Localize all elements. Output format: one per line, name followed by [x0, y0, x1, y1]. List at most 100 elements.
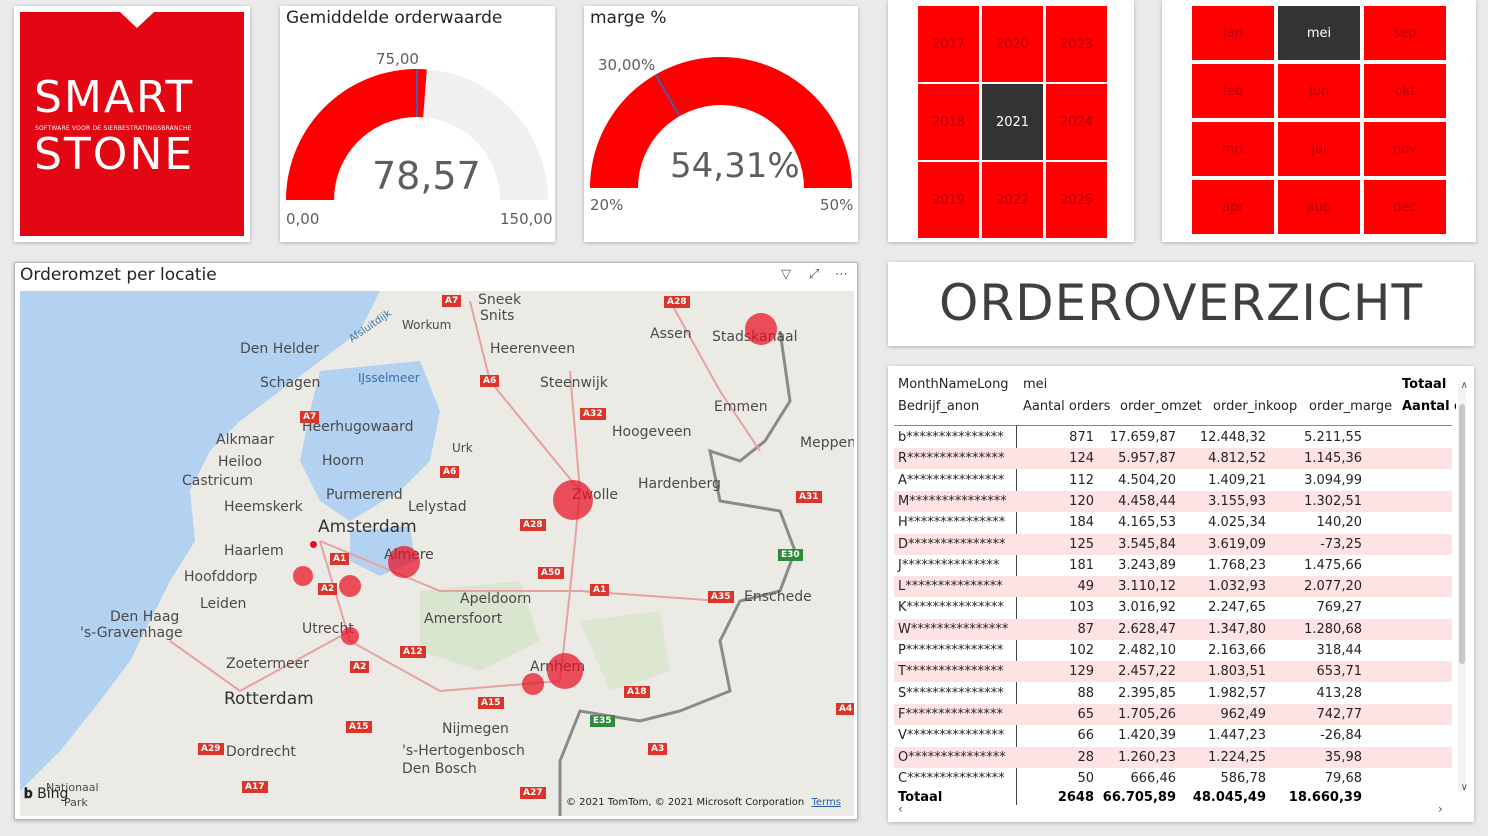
- col-header[interactable]: Aantal o: [1402, 399, 1456, 414]
- value-cell: 17.659,87: [1109, 430, 1176, 445]
- year-option-2023[interactable]: 2023: [1046, 6, 1107, 82]
- map-place-label: Apeldoorn: [460, 591, 532, 607]
- map-place-label: Urk: [452, 441, 473, 455]
- col-header[interactable]: order_inkoop: [1213, 399, 1298, 414]
- scroll-down-icon[interactable]: ∨: [1460, 782, 1468, 793]
- map-canvas[interactable]: Sneek Snits Workum Den Helder Heerenveen…: [20, 291, 854, 816]
- scroll-right-icon[interactable]: ›: [1438, 802, 1443, 816]
- year-option-2017[interactable]: 2017: [918, 6, 979, 82]
- col-header[interactable]: Bedrijf_anon: [898, 399, 980, 414]
- map-place-label: Utrecht: [302, 621, 354, 637]
- filter-icon[interactable]: ▽: [781, 267, 791, 282]
- map-bubble-utrecht[interactable]: [341, 627, 359, 645]
- table-row[interactable]: M*************** 120 4.458,44 3.155,93 1.302…: [894, 490, 1452, 512]
- table-row[interactable]: V*************** 66 1.420,39 1.447,23 -26,84: [894, 725, 1452, 746]
- month-option-nov[interactable]: nov: [1364, 122, 1446, 176]
- scroll-up-icon[interactable]: ∧: [1460, 380, 1468, 391]
- company-cell: H***************: [898, 515, 1006, 531]
- map-place-label: Amersfoort: [424, 611, 503, 627]
- map-bubble-ede[interactable]: [522, 673, 544, 695]
- col-header[interactable]: order_marge: [1309, 399, 1393, 414]
- month-option-mrt[interactable]: mrt: [1192, 122, 1274, 176]
- table-row[interactable]: A*************** 112 4.504,20 1.409,21 3.094…: [894, 470, 1452, 491]
- value-cell: 2.247,65: [1208, 600, 1266, 616]
- map-bubble-zwolle[interactable]: [553, 480, 593, 520]
- value-cell: 120: [1069, 493, 1094, 509]
- year-option-2022[interactable]: 2022: [982, 162, 1043, 238]
- company-cell: K***************: [898, 600, 1005, 616]
- value-cell: 65: [1077, 706, 1094, 722]
- company-cell: C***************: [898, 770, 1005, 786]
- road-shield: A28: [520, 519, 546, 531]
- table-row[interactable]: R*************** 124 5.957,87 4.812,52 1.145…: [894, 448, 1452, 470]
- company-cell: D***************: [898, 536, 1006, 552]
- map-visual[interactable]: Orderomzet per locatie ▽ ⤢ ⋯ Sneek Snits…: [14, 262, 858, 820]
- map-bubble-almere[interactable]: [388, 546, 420, 578]
- table-row[interactable]: F*************** 65 1.705,26 962,49 742,77: [894, 703, 1452, 725]
- month-option-apr[interactable]: apr: [1192, 180, 1274, 234]
- month-option-okt[interactable]: okt: [1364, 64, 1446, 118]
- order-matrix[interactable]: MonthNameLong mei Totaal Bedrijf_anon Aa…: [888, 366, 1474, 822]
- map-place-label: Hoofddorp: [184, 569, 258, 585]
- road-shield: A2: [350, 661, 370, 673]
- month-option-sep[interactable]: sep: [1364, 6, 1446, 60]
- scroll-left-icon[interactable]: ‹: [898, 802, 903, 816]
- table-row[interactable]: C*************** 50 666,46 586,78 79,68: [894, 768, 1452, 789]
- road-shield: A4: [836, 703, 854, 715]
- table-row[interactable]: b*************** 871 17.659,87 12.448,32 5.2…: [894, 427, 1452, 448]
- company-cell: M***************: [898, 493, 1007, 509]
- month-option-jan[interactable]: jan: [1192, 6, 1274, 60]
- month-option-jul[interactable]: jul: [1278, 122, 1360, 176]
- month-slicer[interactable]: jan mei sep feb jun okt mrt jul nov apr aug dec: [1162, 0, 1476, 242]
- vertical-scrollbar[interactable]: [1458, 384, 1466, 792]
- gauge-average-order-value[interactable]: Gemiddelde orderwaarde 75,00 78,57 0,00 …: [280, 6, 555, 242]
- map-bubble-hoofddorp[interactable]: [293, 566, 313, 586]
- month-option-jun[interactable]: jun: [1278, 64, 1360, 118]
- year-slicer[interactable]: 2017 2020 2023 2018 2021 2024 2019 2022 2025: [888, 0, 1134, 242]
- road-shield: A7: [300, 411, 320, 423]
- year-option-2020[interactable]: 2020: [982, 6, 1043, 82]
- table-row[interactable]: P*************** 102 2.482,10 2.163,66 318,4…: [894, 640, 1452, 661]
- month-option-feb[interactable]: feb: [1192, 64, 1274, 118]
- table-row[interactable]: J*************** 181 3.243,89 1.768,23 1.475…: [894, 555, 1452, 576]
- month-option-dec[interactable]: dec: [1364, 180, 1446, 234]
- table-row[interactable]: L*************** 49 3.110,12 1.032,93 2.077,…: [894, 576, 1452, 598]
- year-option-2018[interactable]: 2018: [918, 84, 979, 160]
- gauge-margin-percent[interactable]: marge % 30,00% 54,31% 20% 50%: [584, 6, 858, 242]
- map-place-label: Leiden: [200, 596, 247, 612]
- month-option-aug[interactable]: aug: [1278, 180, 1360, 234]
- value-cell: 586,78: [1220, 770, 1267, 786]
- table-row[interactable]: D*************** 125 3.545,84 3.619,09 -73,2…: [894, 533, 1452, 555]
- col-header[interactable]: Aantal orders: [1023, 399, 1111, 414]
- table-row[interactable]: H*************** 184 4.165,53 4.025,34 140,2…: [894, 512, 1452, 533]
- value-cell: 112: [1069, 472, 1094, 488]
- year-option-2025[interactable]: 2025: [1046, 162, 1107, 238]
- col-header[interactable]: order_omzet: [1120, 399, 1202, 414]
- table-row[interactable]: W*************** 87 2.628,47 1.347,80 1.280,…: [894, 618, 1452, 640]
- table-row[interactable]: S*************** 88 2.395,85 1.982,57 413,28: [894, 683, 1452, 704]
- focus-mode-icon[interactable]: ⤢: [809, 267, 820, 282]
- table-row[interactable]: O*************** 28 1.260,23 1.224,25 35,98: [894, 746, 1452, 768]
- month-option-mei[interactable]: mei: [1278, 6, 1360, 60]
- map-bubble-stadskanaal[interactable]: [745, 313, 777, 345]
- value-cell: 1.302,51: [1304, 493, 1362, 509]
- table-row[interactable]: T*************** 129 2.457,22 1.803,51 653,7…: [894, 661, 1452, 683]
- year-option-2024[interactable]: 2024: [1046, 84, 1107, 160]
- value-cell: 35,98: [1324, 749, 1362, 765]
- road-shield: A15: [478, 697, 504, 709]
- map-place-label: Schagen: [260, 375, 321, 391]
- table-row[interactable]: K*************** 103 3.016,92 2.247,65 769,2…: [894, 597, 1452, 618]
- terms-link[interactable]: Terms: [811, 797, 841, 808]
- gauge-title: Gemiddelde orderwaarde: [286, 8, 503, 28]
- map-bubble-arnhem[interactable]: [547, 653, 583, 689]
- year-option-2019[interactable]: 2019: [918, 162, 979, 238]
- gauge-target-label: 75,00: [376, 50, 419, 68]
- scrollbar-thumb[interactable]: [1459, 404, 1465, 664]
- map-bubble-amstelveen[interactable]: [339, 575, 361, 597]
- gauge-value: 54,31%: [670, 146, 800, 186]
- more-options-icon[interactable]: ⋯: [835, 267, 848, 282]
- logo-word-stone: STONE: [34, 129, 195, 180]
- year-option-2021[interactable]: 2021: [982, 84, 1043, 160]
- col-header: Totaal: [1402, 377, 1447, 392]
- map-place-label: Den Helder: [240, 341, 320, 357]
